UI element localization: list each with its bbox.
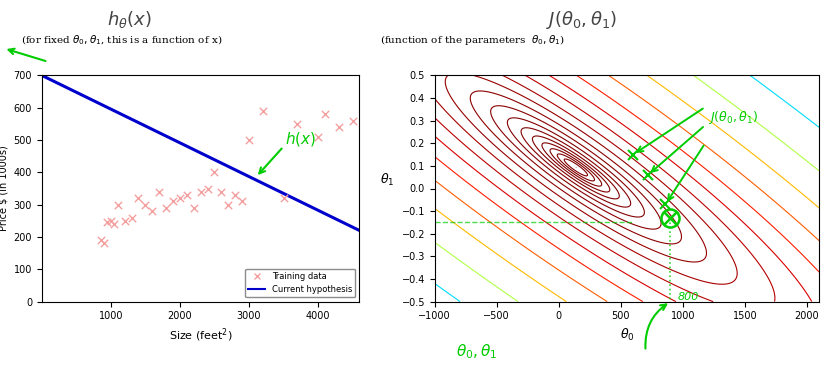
Point: [132, 195, 145, 201]
Point: [332, 124, 345, 130]
Point: [173, 195, 186, 201]
X-axis label: $\theta_0$: $\theta_0$: [619, 327, 635, 343]
Point: [277, 195, 290, 201]
Point: [201, 185, 214, 192]
Point: [236, 198, 249, 204]
Point: [208, 169, 222, 175]
Text: $J(\theta_0, \theta_1)$: $J(\theta_0, \theta_1)$: [707, 109, 757, 126]
Point: [319, 111, 332, 117]
Point: [215, 189, 228, 195]
Point: [125, 215, 138, 221]
Point: [228, 192, 242, 198]
Point: [222, 202, 235, 208]
Point: [291, 121, 304, 127]
Text: $h_{\theta}(x)$: $h_{\theta}(x)$: [107, 9, 152, 29]
Y-axis label: Price $ (in 1000s): Price $ (in 1000s): [0, 146, 8, 231]
Point: [256, 108, 269, 114]
Y-axis label: $\theta_1$: $\theta_1$: [380, 172, 395, 188]
Text: $J(\theta_0, \theta_1)$: $J(\theta_0, \theta_1)$: [546, 9, 616, 31]
Point: [94, 237, 107, 243]
Text: 800: 800: [678, 293, 699, 302]
Point: [100, 219, 114, 225]
Legend: Training data, Current hypothesis: Training data, Current hypothesis: [245, 268, 355, 297]
Point: [166, 198, 180, 204]
Point: [194, 189, 207, 195]
Point: [311, 134, 324, 140]
Point: [118, 218, 131, 224]
Point: [108, 221, 121, 227]
Point: [160, 205, 173, 211]
Text: $h(x)$: $h(x)$: [285, 130, 316, 148]
Point: [139, 202, 152, 208]
Point: [187, 205, 201, 211]
Point: [111, 202, 125, 208]
Text: (function of the parameters  $\theta_0, \theta_1$): (function of the parameters $\theta_0, \…: [380, 33, 565, 48]
Point: [104, 218, 118, 224]
Text: $\theta_0, \theta_1$: $\theta_0, \theta_1$: [456, 342, 497, 361]
X-axis label: Size (feet$^2$): Size (feet$^2$): [169, 327, 232, 345]
Point: [180, 192, 193, 198]
Point: [145, 208, 159, 214]
Point: [346, 118, 359, 124]
Text: (for fixed $\theta_0, \theta_1$, this is a function of x): (for fixed $\theta_0, \theta_1$, this is…: [21, 34, 222, 47]
Point: [97, 241, 110, 247]
Point: [152, 189, 166, 195]
Point: [242, 137, 256, 143]
